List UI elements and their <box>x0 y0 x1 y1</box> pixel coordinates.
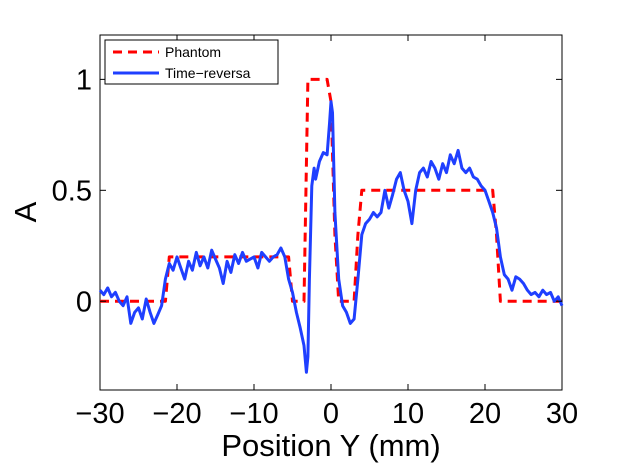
legend-box <box>104 39 279 85</box>
series-layer <box>98 77 564 374</box>
legend-label-time-reversa: Time−reversa <box>165 65 251 81</box>
y-tick-label: 0.5 <box>52 175 92 207</box>
ticks-layer: −30 −20 −10 0 10 20 30 0 0.5 1 <box>52 35 578 430</box>
y-axis-label: A <box>8 201 43 222</box>
legend-label-phantom: Phantom <box>165 44 221 60</box>
x-tick-label: 20 <box>469 398 501 430</box>
x-tick-label: 10 <box>392 398 424 430</box>
legend: Phantom Time−reversa <box>104 39 279 85</box>
y-tick-label: 1 <box>76 64 92 96</box>
x-tick-label: 0 <box>323 398 339 430</box>
x-tick-label: 30 <box>546 398 578 430</box>
y-tick-label: 0 <box>76 286 92 318</box>
x-axis-label: Position Y (mm) <box>221 428 440 463</box>
x-tick-label: −30 <box>75 398 124 430</box>
x-tick-label: −20 <box>152 398 201 430</box>
series-line-time-reversa <box>98 100 564 374</box>
x-tick-label: −10 <box>229 398 278 430</box>
